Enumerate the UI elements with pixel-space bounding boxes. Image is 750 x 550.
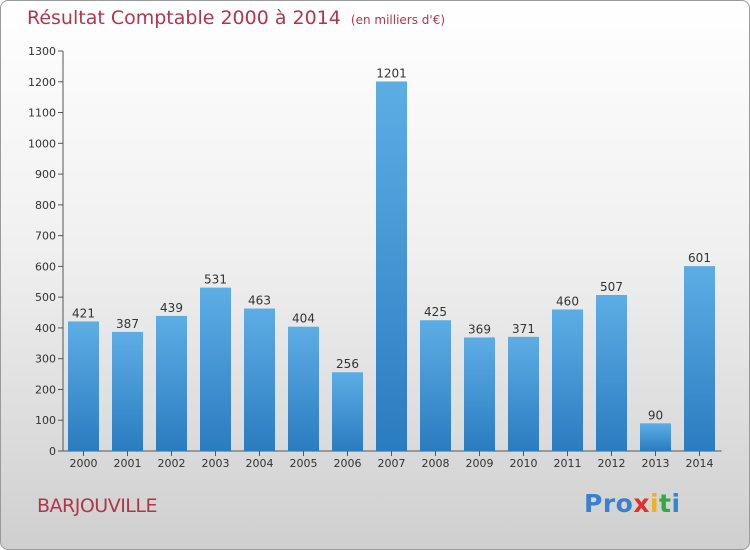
value-label-2010: 371 (512, 322, 535, 336)
y-tick-label: 300 (35, 353, 56, 366)
x-tick-label-2003: 2003 (202, 457, 230, 470)
x-tick-label-2013: 2013 (642, 457, 670, 470)
y-tick-label: 900 (35, 168, 56, 181)
bar-2006 (332, 372, 363, 451)
value-label-2011: 460 (556, 294, 579, 308)
bars: 421 387 439 531 463 404 256 1201 425 369 371 460 507… (68, 66, 715, 451)
value-label-2008: 425 (424, 305, 447, 319)
bar-2010 (508, 336, 539, 451)
bar-2013 (640, 423, 671, 451)
bar-2004 (244, 308, 275, 451)
y-tick-label: 700 (35, 230, 56, 243)
value-label-2005: 404 (292, 312, 315, 326)
bar-2000 (68, 321, 99, 451)
proxiti-logo: Proxiti (584, 489, 681, 518)
x-tick-label-2005: 2005 (290, 457, 318, 470)
bar-2005 (288, 326, 319, 451)
value-label-2004: 463 (248, 294, 271, 308)
value-label-2003: 531 (204, 273, 227, 287)
units-label: (en milliers d'€) (350, 13, 446, 27)
logo-part-4: t (659, 489, 672, 518)
value-label-2006: 256 (336, 357, 359, 371)
x-tick-label-2011: 2011 (554, 457, 582, 470)
x-tick-label-2001: 2001 (114, 457, 142, 470)
y-tick-label: 1200 (28, 76, 56, 89)
logo-part-3: i (649, 489, 660, 518)
x-tick-label-2010: 2010 (510, 457, 538, 470)
chart-title: Résultat Comptable 2000 à 2014 (en millie… (27, 7, 445, 29)
value-label-2002: 439 (160, 301, 183, 315)
x-tick-label-2012: 2012 (598, 457, 626, 470)
y-tick-label: 500 (35, 291, 56, 304)
x-tick-label-2009: 2009 (466, 457, 494, 470)
y-tick-label: 600 (35, 260, 56, 273)
y-tick-label: 800 (35, 199, 56, 212)
bar-2001 (112, 331, 143, 451)
x-tick-label-2002: 2002 (158, 457, 186, 470)
y-tick-label: 400 (35, 322, 56, 335)
x-tick-label-2014: 2014 (686, 457, 714, 470)
bar-2008 (420, 320, 451, 451)
bar-2011 (552, 309, 583, 451)
logo-part-2: x (633, 489, 650, 518)
logo-part-1: Pro (584, 489, 634, 518)
bar-2007 (376, 81, 407, 451)
x-tick-label-2007: 2007 (378, 457, 406, 470)
value-label-2012: 507 (600, 280, 623, 294)
value-label-2007: 1201 (376, 66, 407, 80)
bar-2014 (684, 266, 715, 451)
y-tick-label: 1000 (28, 137, 56, 150)
city-name: BARJOUVILLE (37, 495, 157, 517)
y-tick-label: 0 (49, 445, 56, 458)
value-label-2009: 369 (468, 322, 491, 336)
value-label-2000: 421 (72, 306, 95, 320)
value-label-2014: 601 (688, 251, 711, 265)
y-tick-label: 200 (35, 383, 56, 396)
bar-2009 (464, 337, 495, 451)
x-tick-label-2000: 2000 (70, 457, 98, 470)
bar-2012 (596, 295, 627, 451)
value-label-2001: 387 (116, 317, 139, 331)
bar-2002 (156, 315, 187, 451)
logo-part-5: i (671, 489, 681, 518)
x-tick-label-2006: 2006 (334, 457, 362, 470)
title-text: Résultat Comptable 2000 à 2014 (27, 7, 341, 29)
x-tick-label-2008: 2008 (422, 457, 450, 470)
x-tick-label-2004: 2004 (246, 457, 274, 470)
value-label-2013: 90 (648, 408, 663, 422)
y-tick-label: 1300 (28, 45, 56, 58)
y-tick-label: 1100 (28, 107, 56, 120)
bar-2003 (200, 287, 231, 451)
y-tick-label: 100 (35, 414, 56, 427)
